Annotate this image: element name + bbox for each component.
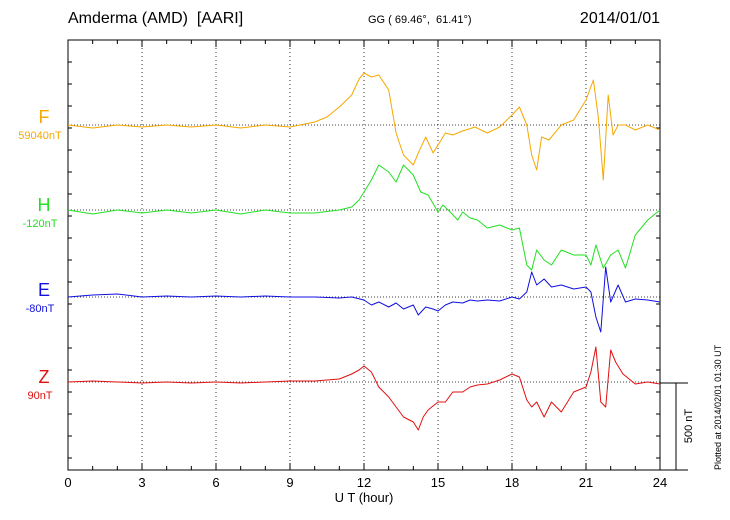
x-tick-label: 3 bbox=[138, 475, 145, 490]
x-axis-label: U T (hour) bbox=[335, 490, 394, 505]
chart-date: 2014/01/01 bbox=[579, 10, 660, 27]
series-baseline-z: 90nT bbox=[27, 390, 52, 402]
x-tick-label: 0 bbox=[64, 475, 71, 490]
series-line-z bbox=[67, 346, 661, 431]
series-baseline-e: -80nT bbox=[26, 303, 55, 315]
series-name-e: E bbox=[38, 280, 50, 300]
x-tick-label: 24 bbox=[653, 475, 667, 490]
series-line-h bbox=[67, 164, 661, 271]
x-tick-label: 18 bbox=[505, 475, 519, 490]
x-tick-label: 9 bbox=[286, 475, 293, 490]
series-line-e bbox=[67, 266, 661, 333]
series-baseline-h: -120nT bbox=[23, 218, 58, 230]
x-tick-label: 15 bbox=[431, 475, 445, 490]
x-tick-label: 6 bbox=[212, 475, 219, 490]
chart-title: Amderma (AMD) [AARI] bbox=[68, 10, 244, 27]
series-line-f bbox=[67, 72, 661, 181]
station-coordinates: GG ( 69.46°, 61.41°) bbox=[368, 14, 472, 26]
x-tick-label: 12 bbox=[357, 475, 371, 490]
series-baseline-f: 59040nT bbox=[18, 130, 62, 142]
series-name-h: H bbox=[38, 195, 51, 215]
scale-bar-label: 500 nT bbox=[683, 409, 695, 444]
series-name-f: F bbox=[39, 107, 50, 127]
series-name-z: Z bbox=[39, 367, 50, 387]
x-tick-label: 21 bbox=[579, 475, 593, 490]
